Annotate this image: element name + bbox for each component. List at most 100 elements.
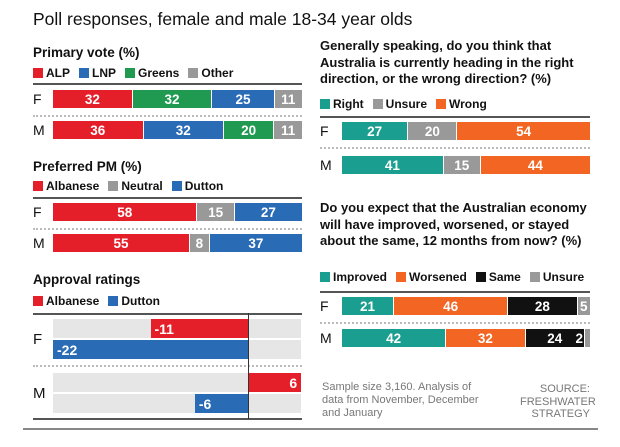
economy-bar-worsened: 32 [446, 329, 526, 347]
legend-label: Unsure [542, 270, 585, 284]
approval-zero-line [248, 313, 249, 419]
direction-bar-right: 41 [342, 156, 444, 174]
primary-legend: ALP LNP Greens Other [33, 66, 233, 80]
pm-title: Preferred PM (%) [33, 159, 142, 174]
economy-bar-same: 28 [508, 297, 578, 315]
data-label: 32 [164, 91, 180, 107]
legend-item: Unsure [372, 97, 427, 111]
primary-divider [33, 115, 302, 117]
legend-item: ALP [33, 66, 70, 80]
bottom-rule [23, 428, 598, 430]
legend-swatch [79, 68, 89, 78]
legend-swatch [396, 272, 407, 282]
legend-item: Neutral [108, 179, 163, 193]
legend-label: Neutral [121, 179, 163, 193]
economy-row-label: M [320, 330, 332, 346]
approval-bar-dutton: -22 [53, 340, 248, 359]
legend-label: Albanese [46, 179, 100, 193]
economy-bar-unsure: 2 [576, 329, 590, 347]
legend-swatch [33, 181, 43, 191]
legend-item: Greens [125, 66, 179, 80]
data-label: 8 [195, 235, 204, 251]
economy-row-label: F [320, 298, 329, 314]
source: SOURCE: FRESHWATER STRATEGY [520, 383, 596, 420]
primary-bar-greens: 20 [224, 121, 275, 139]
legend-item: Same [475, 270, 521, 284]
direction-bar-unsure: 20 [408, 122, 458, 140]
legend-label: Albanese [46, 294, 100, 308]
economy-divider [320, 322, 590, 324]
data-label: 27 [367, 123, 383, 139]
data-label: 24 [547, 330, 563, 346]
data-label: 27 [260, 204, 276, 220]
data-label: 36 [90, 122, 106, 138]
legend-swatch [108, 296, 119, 306]
legend-item: Worsened [396, 270, 467, 284]
legend-label: Other [201, 66, 234, 80]
approval-row-background [53, 394, 301, 413]
legend-item: LNP [79, 66, 116, 80]
legend-label: Unsure [385, 97, 427, 111]
direction-bar-wrong: 44 [480, 156, 590, 174]
data-label: 25 [235, 91, 251, 107]
approval-row-label: F [33, 331, 43, 348]
primary-row-label: F [33, 91, 42, 107]
primary-bar-alp: 32 [53, 90, 133, 108]
legend-label: LNP [92, 66, 116, 80]
footnote: Sample size 3,160. Analysis of data from… [322, 381, 479, 419]
legend-item: Dutton [171, 179, 223, 193]
legend-swatch [125, 68, 135, 78]
economy-top-rule [320, 291, 590, 293]
pm-bar-neutral: 15 [197, 203, 235, 221]
approval-bar-albanese: 6 [248, 373, 302, 392]
data-label: 46 [443, 298, 459, 314]
data-label: 2 [575, 330, 584, 346]
pm-bar-dutton: 27 [234, 203, 302, 221]
legend-swatch [188, 68, 199, 78]
approval-row-label: M [33, 385, 46, 402]
data-label: 6 [289, 374, 298, 391]
data-label: 54 [516, 123, 532, 139]
economy-bar-same: 24 [525, 329, 586, 347]
direction-bar-wrong: 54 [457, 122, 590, 140]
legend-label: Greens [138, 66, 180, 80]
economy-title: Do you expect that the Australian econom… [320, 200, 587, 248]
legend-item: Improved [320, 270, 387, 284]
data-label: 11 [281, 91, 296, 107]
economy-bar-unsure: 5 [577, 297, 590, 315]
economy-bar-improved: 42 [342, 329, 447, 347]
data-label: 15 [454, 157, 470, 173]
legend-item: Wrong [436, 97, 487, 111]
main-title: Poll responses, female and male 18-34 ye… [33, 9, 413, 29]
legend-item: Other [188, 66, 233, 80]
legend-swatch [475, 272, 486, 282]
pm-top-rule [33, 197, 302, 199]
approval-divider [33, 365, 302, 367]
data-label: 11 [281, 122, 296, 138]
data-label: 42 [386, 330, 402, 346]
legend-swatch [320, 272, 330, 282]
pm-row-label: F [33, 204, 42, 220]
data-label: 5 [580, 298, 588, 314]
pm-bar-albanese: 58 [53, 203, 198, 221]
pm-row-label: M [33, 235, 45, 251]
data-label: -22 [57, 341, 78, 358]
primary-bar-greens: 32 [132, 90, 213, 108]
pm-divider [33, 228, 302, 230]
data-label: 32 [175, 122, 191, 138]
legend-item: Dutton [108, 294, 160, 308]
economy-bar-improved: 21 [342, 297, 395, 315]
legend-label: Worsened [409, 270, 467, 284]
primary-bar-alp: 36 [53, 121, 144, 139]
economy-legend: Improved Worsened Same Unsure [320, 270, 584, 284]
data-label: 15 [208, 204, 224, 220]
direction-top-rule [320, 116, 590, 118]
primary-bar-other: 11 [274, 121, 302, 139]
approval-title: Approval ratings [33, 272, 141, 287]
direction-legend: Right Unsure Wrong [320, 97, 487, 111]
legend-item: Right [320, 97, 364, 111]
direction-row-label: F [320, 123, 329, 139]
data-label: 28 [534, 298, 550, 314]
primary-title: Primary vote (%) [33, 45, 140, 60]
legend-label: Dutton [121, 294, 161, 308]
